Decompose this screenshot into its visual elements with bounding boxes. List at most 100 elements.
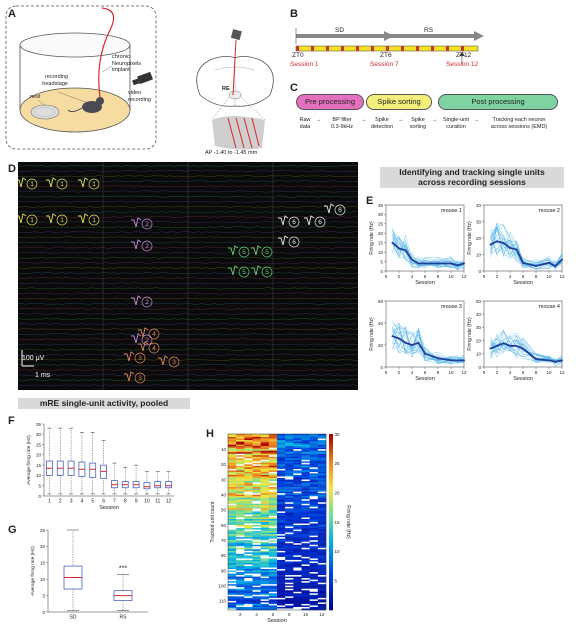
heatmap-cell [309,606,319,609]
unit-trace [490,339,562,363]
mean-point [548,261,550,264]
heatmap-cell [260,564,270,567]
heatmap-cell [268,584,278,586]
heatmap-cell [244,531,253,533]
heatmap-cell [317,497,327,500]
heatmap-cell [301,566,310,568]
mean-trace [490,240,563,268]
heatmap-cell [244,491,253,494]
heatmap-cell [244,572,253,574]
colorbar-segment [329,607,333,611]
heatmap-cell [228,575,237,577]
x-tick-label: 0 [483,370,486,375]
heatmap-cell [260,538,270,541]
colorbar-tick-label: 25 [335,461,341,466]
heatmap-cell [252,581,261,583]
heatmap-cell [260,605,270,608]
colorbar-segment [329,454,333,458]
heatmap-cell [293,502,302,504]
unit-id-label: 5 [242,269,246,276]
heatmap-cell [285,514,294,517]
heatmap-cell [317,573,327,576]
heatmap-cell [244,488,253,491]
heatmap-cell [268,493,278,495]
heatmap-cell [228,434,237,436]
heatmap-cell [252,488,261,491]
heatmap-cell [309,584,319,586]
heatmap-cell [228,558,237,561]
heatmap-cell [293,544,302,547]
heatmap-cell [268,508,278,511]
heatmap-cell [252,552,261,555]
heatmap-cell [260,526,270,529]
heatmap-cell [268,579,278,582]
heatmap-cell [317,599,327,602]
heatmap-cell [244,600,253,603]
heatmap-cell [309,599,319,602]
heatmap-cell [228,561,237,564]
heatmap-cell [285,468,294,471]
heatmap-cell [228,493,237,495]
heatmap-cell [317,575,327,577]
heatmap-cell [277,491,286,494]
heatmap-cell [285,578,294,580]
label-zt12: ZT12 [456,52,472,59]
heatmap-cell [236,458,245,460]
heatmap-cell [260,534,270,536]
unit-circle [148,328,160,340]
heatmap-cell [309,500,319,503]
heatmap-cell [260,476,270,479]
heatmap-cell [268,587,278,589]
heatmap-cell [317,597,327,600]
heatmap-cell [309,567,319,570]
x-tick-label: 12 [559,370,565,375]
heatmap-cell [293,581,302,583]
heatmap-cell [317,453,327,456]
heatmap-cell [285,441,294,444]
x-tick-label: 6 [102,499,105,505]
heatmap-cell [268,499,278,501]
heatmap-cell [293,443,302,445]
mean-trace [391,242,465,267]
y-tick-label: 35 [378,203,384,208]
heatmap-cell [317,608,327,611]
heatmap-cell [293,569,302,571]
heatmap-cell [301,608,310,611]
heatmap-cell [293,482,302,485]
heatmap-cell [244,570,253,573]
heatmap-cell [228,474,237,477]
label-zt6: ZT6 [380,52,392,59]
x-tick-label: 12 [559,274,565,279]
heatmap-cell [244,461,253,464]
heatmap-cell [309,443,319,445]
heatmap-cell [252,562,261,565]
heatmap-cell [277,569,286,571]
mean-point [398,247,400,250]
heatmap-cell [260,550,270,553]
heatmap-cell [293,543,302,545]
y-tick-label: 60 [378,299,384,304]
colorbar-segment [329,492,333,496]
heatmap-cell [252,532,261,535]
colorbar-segment [329,466,333,470]
unit-trace [392,323,465,363]
heatmap-cell [252,476,261,479]
heatmap-cell [236,590,245,592]
mean-point [450,262,452,265]
heatmap-cell [236,474,245,477]
heatmap-cell [252,606,261,609]
mean-point [535,358,537,361]
heatmap-cell [252,473,261,476]
heatmap-cell [268,525,278,527]
heatmap-cell [260,546,270,548]
heatmap-cell [285,531,294,533]
heatmap-cell [268,603,278,606]
heatmap-cell [317,468,327,471]
trace [18,323,358,325]
heatmap-cell [285,590,294,592]
heatmap-cell [244,543,253,545]
heatmap-cell [252,440,261,442]
unit-circle [288,216,300,228]
heatmap-cell [236,464,245,467]
heatmap-cell [268,599,278,602]
